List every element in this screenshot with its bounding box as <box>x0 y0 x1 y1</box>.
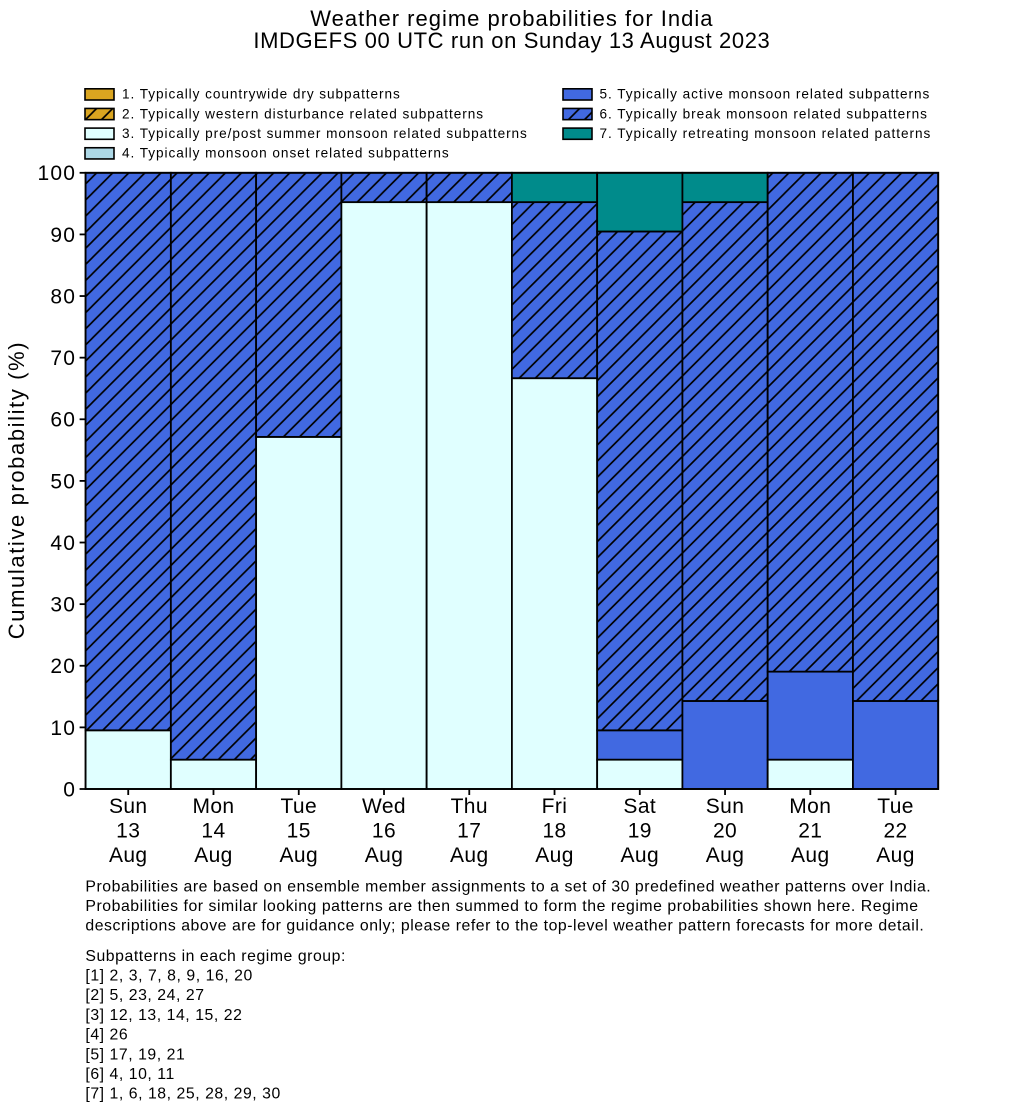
svg-text:Subpatterns in each regime gro: Subpatterns in each regime group: <box>85 948 346 965</box>
svg-text:[6] 4, 10, 11: [6] 4, 10, 11 <box>85 1066 174 1083</box>
svg-text:[4] 26: [4] 26 <box>85 1027 128 1044</box>
svg-text:Weather regime probabilities f: Weather regime probabilities for India <box>310 6 713 31</box>
svg-text:Probabilities are based on ens: Probabilities are based on ensemble memb… <box>85 878 931 895</box>
svg-text:[2] 5, 23, 24, 27: [2] 5, 23, 24, 27 <box>85 987 204 1004</box>
svg-text:90: 90 <box>50 224 76 247</box>
svg-text:Probabilities for similar look: Probabilities for similar looking patter… <box>85 898 918 915</box>
svg-text:IMDGEFS 00 UTC run on Sunday 1: IMDGEFS 00 UTC run on Sunday 13 August 2… <box>253 28 770 53</box>
svg-text:[1] 2, 3, 7, 8, 9, 16, 20: [1] 2, 3, 7, 8, 9, 16, 20 <box>85 968 252 985</box>
svg-text:50: 50 <box>50 470 76 493</box>
svg-text:2. Typically western disturban: 2. Typically western disturbance related… <box>122 106 484 121</box>
svg-text:40: 40 <box>50 532 76 555</box>
svg-text:10: 10 <box>50 717 76 740</box>
svg-text:80: 80 <box>50 285 76 308</box>
svg-text:4. Typically monsoon onset rel: 4. Typically monsoon onset related subpa… <box>122 146 450 161</box>
svg-text:[3] 12, 13, 14, 15, 22: [3] 12, 13, 14, 15, 22 <box>85 1007 242 1024</box>
svg-text:1. Typically countrywide dry s: 1. Typically countrywide dry subpatterns <box>122 87 401 102</box>
svg-text:60: 60 <box>50 409 76 432</box>
svg-text:20: 20 <box>50 655 76 678</box>
svg-text:7. Typically retreating monsoo: 7. Typically retreating monsoon related … <box>600 126 932 141</box>
svg-text:3. Typically pre/post summer m: 3. Typically pre/post summer monsoon rel… <box>122 126 528 141</box>
svg-text:[7] 1, 6, 18, 25, 28, 29, 30: [7] 1, 6, 18, 25, 28, 29, 30 <box>85 1086 280 1103</box>
svg-text:Cumulative probability (%): Cumulative probability (%) <box>4 341 29 639</box>
svg-text:5. Typically active monsoon re: 5. Typically active monsoon related subp… <box>600 87 931 102</box>
svg-text:6. Typically break monsoon rel: 6. Typically break monsoon related subpa… <box>600 106 928 121</box>
svg-text:70: 70 <box>50 347 76 370</box>
svg-text:100: 100 <box>37 162 76 185</box>
svg-text:30: 30 <box>50 594 76 617</box>
svg-text:descriptions above are for gui: descriptions above are for guidance only… <box>85 918 924 935</box>
svg-text:[5] 17, 19, 21: [5] 17, 19, 21 <box>85 1046 185 1063</box>
svg-text:0: 0 <box>63 778 76 801</box>
